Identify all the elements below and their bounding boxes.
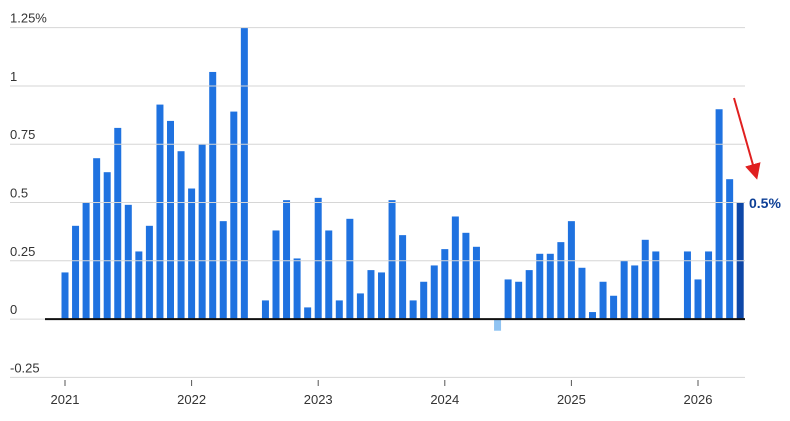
y-tick-label: 0.75: [10, 127, 35, 142]
bar: [399, 235, 407, 320]
bar: [335, 300, 343, 320]
bar: [589, 312, 596, 320]
x-tick-label: 2022: [177, 392, 206, 407]
bar: [72, 225, 80, 320]
bar: [114, 127, 122, 320]
bar: [209, 71, 217, 320]
bar: [198, 144, 206, 320]
bar: [378, 272, 385, 320]
bar: [683, 251, 691, 320]
bar: [631, 265, 639, 320]
x-tick-label: 2021: [51, 392, 80, 407]
bar: [515, 281, 523, 320]
bar: [346, 218, 354, 320]
bar: [705, 251, 713, 320]
bar: [652, 251, 660, 320]
bar: [167, 120, 174, 320]
bar: [494, 319, 502, 331]
bar: [388, 200, 396, 320]
bar: [272, 230, 280, 320]
bar: [694, 279, 702, 320]
x-tick-label: 2023: [304, 392, 333, 407]
x-tick-label: 2026: [684, 392, 713, 407]
bar: [620, 260, 628, 320]
bar: [135, 251, 143, 320]
bar: [578, 267, 586, 320]
bar: [546, 253, 554, 320]
bar: [409, 300, 417, 320]
bar: [451, 216, 459, 320]
bar: [325, 230, 333, 320]
bar: [567, 221, 575, 320]
bar: [420, 281, 428, 320]
bar: [557, 242, 565, 320]
bar: [188, 188, 196, 320]
bar: [261, 300, 269, 320]
bar: [240, 27, 248, 320]
bar: [356, 293, 364, 320]
bar: [145, 225, 153, 320]
bar: [430, 265, 438, 320]
bar: [93, 158, 101, 320]
bar: [641, 239, 649, 320]
bar: [219, 221, 227, 320]
bar: [177, 151, 185, 320]
bar: [367, 270, 375, 320]
x-tick-label: 2024: [430, 392, 459, 407]
y-tick-label: 0.5: [10, 186, 28, 201]
bar: [726, 179, 734, 320]
y-tick-label: 0.25: [10, 244, 35, 259]
y-tick-label: -0.25: [10, 360, 40, 375]
bar: [462, 232, 470, 320]
annotation-arrow: [733, 97, 761, 180]
bar: [103, 172, 111, 320]
bar: [441, 249, 449, 320]
bar: [504, 279, 512, 320]
bar: [230, 111, 238, 320]
bar: [599, 281, 607, 320]
y-tick-label: 1.25%: [10, 11, 47, 26]
bar: [314, 197, 322, 320]
x-tick-label: 2025: [557, 392, 586, 407]
annotation: 0.5%: [749, 195, 781, 211]
bar: [156, 104, 164, 320]
bar: [283, 200, 291, 320]
bar: [536, 253, 544, 320]
bar: [610, 295, 618, 320]
bar: [715, 109, 723, 320]
y-tick-label: 1: [10, 69, 17, 84]
bar: [304, 307, 312, 320]
bar: [525, 270, 533, 320]
bar: [293, 258, 301, 320]
bar: [472, 246, 480, 320]
y-tick-label: 0: [10, 302, 17, 317]
bar: [124, 204, 132, 320]
bar: [61, 272, 69, 320]
